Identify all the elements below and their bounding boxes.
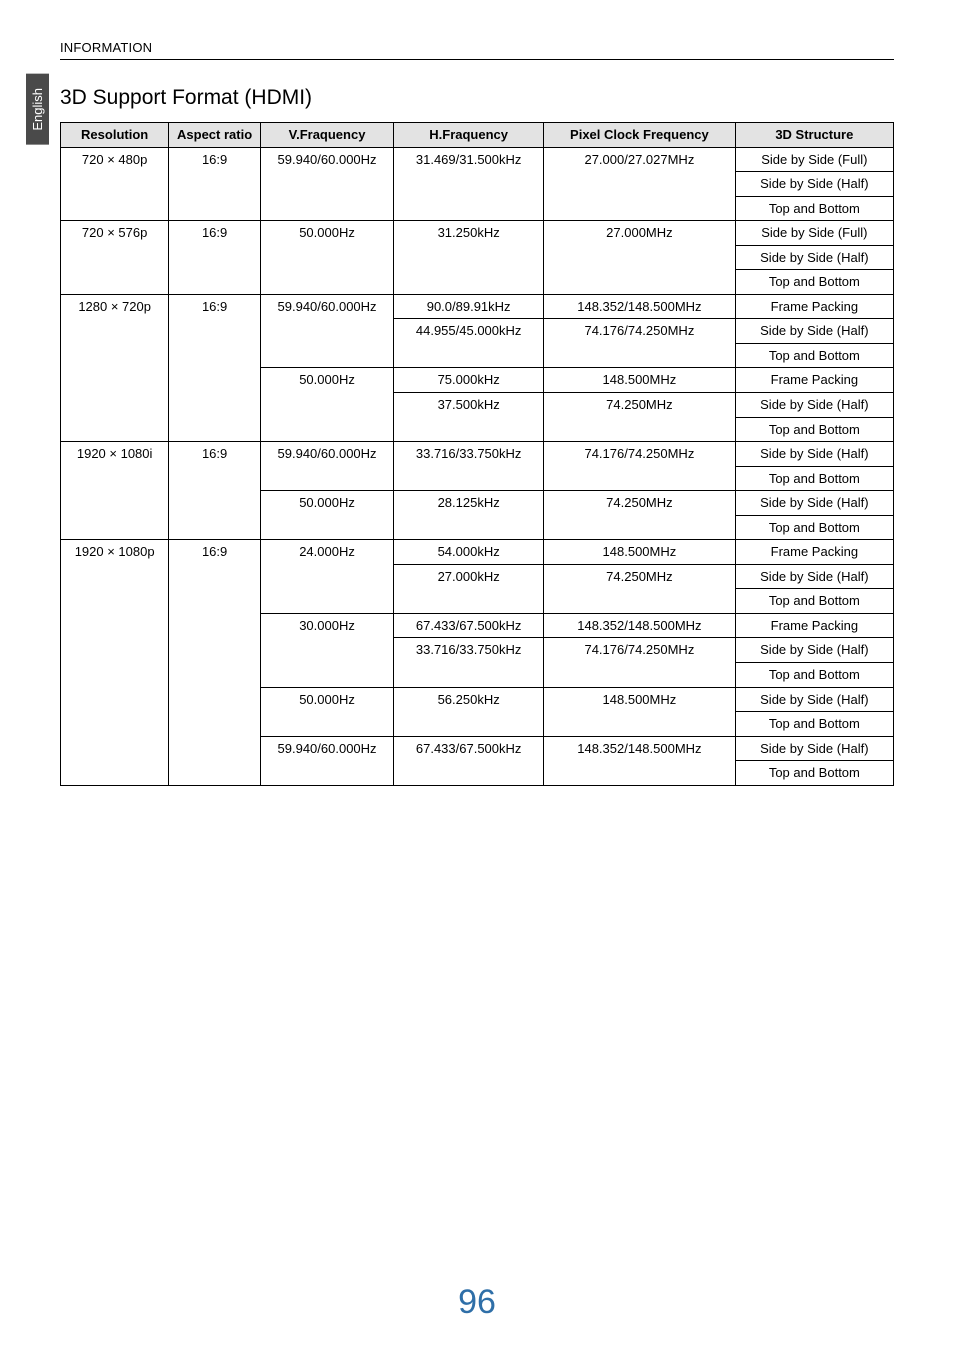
cell-structure: Side by Side (Half)	[735, 245, 893, 270]
cell-vfreq: 59.940/60.000Hz	[260, 442, 393, 491]
cell-hfreq: 67.433/67.500kHz	[394, 613, 544, 638]
cell-pclk: 148.500MHz	[544, 368, 736, 393]
cell-vfreq: 59.940/60.000Hz	[260, 736, 393, 785]
cell-structure: Side by Side (Half)	[735, 564, 893, 589]
cell-pclk: 74.176/74.250MHz	[544, 319, 736, 368]
table-row: 1280 × 720p16:959.940/60.000Hz90.0/89.91…	[61, 294, 894, 319]
cell-pclk: 148.500MHz	[544, 687, 736, 736]
cell-hfreq: 75.000kHz	[394, 368, 544, 393]
cell-hfreq: 37.500kHz	[394, 393, 544, 442]
cell-resolution: 1920 × 1080i	[61, 442, 169, 540]
cell-structure: Side by Side (Half)	[735, 638, 893, 663]
cell-pclk: 74.250MHz	[544, 393, 736, 442]
col-aspect: Aspect ratio	[169, 123, 261, 148]
cell-structure: Top and Bottom	[735, 761, 893, 786]
cell-structure: Top and Bottom	[735, 270, 893, 295]
cell-vfreq: 50.000Hz	[260, 491, 393, 540]
page-title: 3D Support Format (HDMI)	[60, 86, 894, 110]
col-structure: 3D Structure	[735, 123, 893, 148]
cell-structure: Top and Bottom	[735, 663, 893, 688]
section-header: INFORMATION	[60, 40, 894, 60]
cell-structure: Top and Bottom	[735, 589, 893, 614]
cell-vfreq: 50.000Hz	[260, 687, 393, 736]
col-vfreq: V.Fraquency	[260, 123, 393, 148]
cell-resolution: 720 × 480p	[61, 147, 169, 221]
col-resolution: Resolution	[61, 123, 169, 148]
col-hfreq: H.Fraquency	[394, 123, 544, 148]
table-row: 1920 × 1080i16:959.940/60.000Hz33.716/33…	[61, 442, 894, 467]
cell-structure: Top and Bottom	[735, 712, 893, 737]
format-table: Resolution Aspect ratio V.Fraquency H.Fr…	[60, 122, 894, 786]
cell-hfreq: 33.716/33.750kHz	[394, 638, 544, 687]
cell-hfreq: 31.250kHz	[394, 221, 544, 295]
cell-structure: Side by Side (Full)	[735, 221, 893, 246]
language-tab: English	[26, 74, 49, 145]
cell-pclk: 74.250MHz	[544, 564, 736, 613]
cell-resolution: 1920 × 1080p	[61, 540, 169, 785]
cell-aspect: 16:9	[169, 294, 261, 441]
cell-pclk: 74.176/74.250MHz	[544, 442, 736, 491]
table-row: 720 × 576p16:950.000Hz31.250kHz27.000MHz…	[61, 221, 894, 246]
cell-hfreq: 44.955/45.000kHz	[394, 319, 544, 368]
cell-vfreq: 59.940/60.000Hz	[260, 147, 393, 221]
cell-vfreq: 59.940/60.000Hz	[260, 294, 393, 368]
cell-aspect: 16:9	[169, 221, 261, 295]
cell-pclk: 148.500MHz	[544, 540, 736, 565]
cell-hfreq: 90.0/89.91kHz	[394, 294, 544, 319]
cell-resolution: 1280 × 720p	[61, 294, 169, 441]
cell-structure: Side by Side (Half)	[735, 687, 893, 712]
cell-structure: Frame Packing	[735, 368, 893, 393]
cell-structure: Side by Side (Half)	[735, 319, 893, 344]
cell-vfreq: 50.000Hz	[260, 368, 393, 442]
cell-structure: Side by Side (Half)	[735, 393, 893, 418]
cell-pclk: 148.352/148.500MHz	[544, 294, 736, 319]
cell-hfreq: 54.000kHz	[394, 540, 544, 565]
table-header-row: Resolution Aspect ratio V.Fraquency H.Fr…	[61, 123, 894, 148]
cell-resolution: 720 × 576p	[61, 221, 169, 295]
cell-structure: Top and Bottom	[735, 196, 893, 221]
cell-pclk: 148.352/148.500MHz	[544, 613, 736, 638]
cell-structure: Top and Bottom	[735, 515, 893, 540]
cell-aspect: 16:9	[169, 147, 261, 221]
cell-pclk: 27.000MHz	[544, 221, 736, 295]
cell-structure: Side by Side (Full)	[735, 147, 893, 172]
cell-structure: Top and Bottom	[735, 343, 893, 368]
cell-aspect: 16:9	[169, 540, 261, 785]
cell-pclk: 74.250MHz	[544, 491, 736, 540]
cell-pclk: 27.000/27.027MHz	[544, 147, 736, 221]
cell-hfreq: 27.000kHz	[394, 564, 544, 613]
cell-aspect: 16:9	[169, 442, 261, 540]
cell-structure: Side by Side (Half)	[735, 442, 893, 467]
cell-pclk: 74.176/74.250MHz	[544, 638, 736, 687]
cell-hfreq: 33.716/33.750kHz	[394, 442, 544, 491]
cell-hfreq: 67.433/67.500kHz	[394, 736, 544, 785]
col-pclk: Pixel Clock Frequency	[544, 123, 736, 148]
cell-structure: Top and Bottom	[735, 466, 893, 491]
cell-structure: Frame Packing	[735, 540, 893, 565]
cell-vfreq: 50.000Hz	[260, 221, 393, 295]
cell-hfreq: 56.250kHz	[394, 687, 544, 736]
cell-hfreq: 31.469/31.500kHz	[394, 147, 544, 221]
cell-structure: Side by Side (Half)	[735, 172, 893, 197]
cell-vfreq: 24.000Hz	[260, 540, 393, 614]
cell-vfreq: 30.000Hz	[260, 613, 393, 687]
cell-structure: Top and Bottom	[735, 417, 893, 442]
cell-pclk: 148.352/148.500MHz	[544, 736, 736, 785]
page-number: 96	[0, 1283, 954, 1322]
cell-structure: Side by Side (Half)	[735, 736, 893, 761]
cell-hfreq: 28.125kHz	[394, 491, 544, 540]
cell-structure: Frame Packing	[735, 613, 893, 638]
table-row: 1920 × 1080p16:924.000Hz54.000kHz148.500…	[61, 540, 894, 565]
cell-structure: Frame Packing	[735, 294, 893, 319]
cell-structure: Side by Side (Half)	[735, 491, 893, 516]
table-row: 720 × 480p16:959.940/60.000Hz31.469/31.5…	[61, 147, 894, 172]
